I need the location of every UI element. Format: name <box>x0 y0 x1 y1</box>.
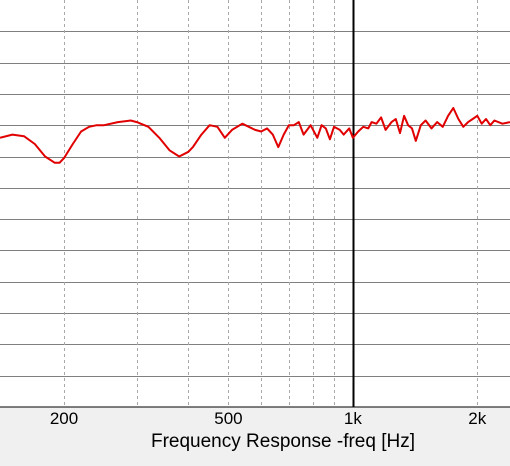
grid-layer <box>0 0 510 407</box>
x-tick-label: 200 <box>50 409 78 428</box>
x-tick-label: 1k <box>344 409 362 428</box>
x-tick-labels: 200 500 1k 2k <box>50 409 487 428</box>
x-tick-label: 2k <box>468 409 486 428</box>
x-tick-label: 500 <box>214 409 242 428</box>
plot-background <box>0 0 510 407</box>
series-line-0 <box>0 107 510 164</box>
series-layer <box>0 107 510 164</box>
x-axis-title: Frequency Response -freq [Hz] <box>151 431 415 452</box>
